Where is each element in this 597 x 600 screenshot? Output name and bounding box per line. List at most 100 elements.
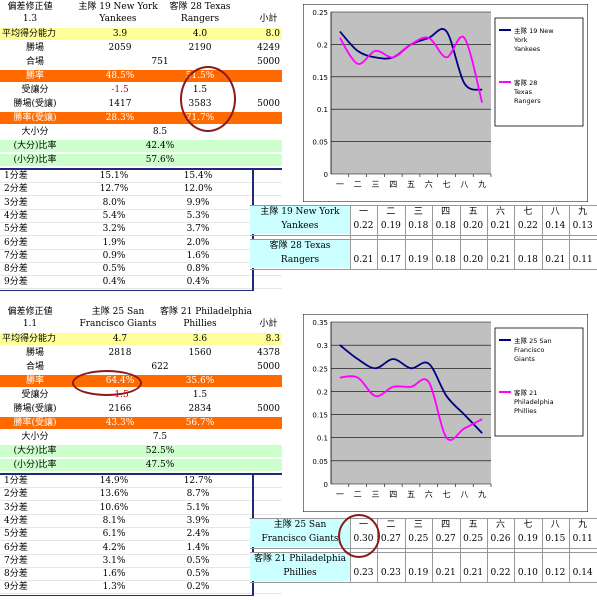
x-tick-label: 七 [443, 180, 451, 189]
diff-label: 8分差 [4, 569, 28, 580]
winrate-hc-home: 28.3% [105, 113, 135, 123]
wins-total: 4249 [257, 43, 280, 53]
home-inning-value: 0.19 [517, 534, 538, 544]
inning-header: 三 [413, 207, 423, 217]
grid-line [541, 518, 543, 582]
diff-row: 6分差 4.2% 1.4% [0, 542, 282, 555]
x-tick-label: 八 [460, 490, 468, 499]
grid-line [250, 548, 597, 549]
wins-row: 勝場 2818 1560 4378 [0, 347, 282, 359]
diff-label: 2分差 [4, 184, 28, 195]
diff-row: 8分差 0.5% 0.8% [0, 263, 282, 277]
legend-label: 主隊 19 New York Yankees [513, 26, 554, 53]
diff-label: 1分差 [4, 476, 28, 486]
wins-hc-label: 勝場(受讓) [13, 99, 57, 109]
handicap-home: -1.5 [111, 390, 129, 400]
avg-total: 8.3 [265, 334, 280, 344]
diff-label: 6分差 [4, 237, 28, 248]
diff-away: 1.6% [186, 250, 210, 261]
y-tick-label: 0.25 [312, 9, 328, 17]
diff-border [0, 289, 254, 291]
avg-away: 3.6 [192, 334, 208, 344]
y-tick-label: 0.15 [312, 74, 328, 82]
over-row: (大分)比率 42.4% [0, 140, 282, 152]
over-label: (大分)比率 [13, 446, 57, 456]
diff-row: 7分差 0.9% 1.6% [0, 250, 282, 263]
diff-row: 1分差 15.1% 15.4% [0, 170, 282, 183]
matchup-panel-2: 偏差修正値 1.1 主隊 25 San Francisco Giants 客隊 … [0, 300, 597, 600]
x-tick-label: 一 [336, 180, 344, 189]
winrate-hc-home: 43.3% [105, 418, 135, 428]
diff-row: 4分差 5.4% 5.3% [0, 210, 282, 223]
inning-header: 四 [441, 520, 451, 530]
diff-home: 6.1% [102, 529, 126, 540]
home-inning-value: 0.18 [435, 221, 456, 231]
diff-away: 5.3% [186, 210, 210, 221]
inning-header: 八 [550, 520, 560, 530]
divider [0, 473, 282, 475]
away-inning-value: 0.21 [435, 568, 456, 578]
wins-row: 勝場 2059 2190 4249 [0, 42, 282, 54]
away-inning-value: 0.18 [517, 255, 538, 265]
home-inning-value: 0.19 [380, 221, 401, 231]
under-label: (小分)比率 [13, 155, 57, 165]
diff-home: 10.6% [99, 502, 129, 513]
away-inning-value: 0.23 [353, 568, 374, 578]
home-team-label-2: Yankees [250, 219, 350, 234]
y-tick-label: 0.05 [312, 458, 328, 466]
grid-line [487, 205, 488, 269]
ties-mid: 622 [151, 362, 169, 372]
diff-home: 8.1% [102, 515, 126, 526]
home-team-label: 主隊 25 San [250, 518, 350, 533]
over-row: (大分)比率 52.5% [0, 445, 282, 457]
away-inning-value: 0.19 [408, 255, 429, 265]
handicap-row: 受讓分 -1.5 1.5 [0, 84, 282, 96]
ou-value: 7.5 [152, 432, 168, 442]
inning-header: 九 [578, 207, 588, 217]
x-tick-label: 四 [389, 180, 397, 189]
x-tick-label: 三 [371, 180, 379, 189]
winrate-row: 勝率 48.5% 51.5% [0, 70, 282, 82]
diff-label: 5分差 [4, 224, 28, 235]
home-inning-value: 0.27 [435, 534, 456, 544]
table-header: 偏差修正値 1.3 主隊 19 New York Yankees 客隊 28 T… [0, 0, 282, 26]
diff-away: 8.7% [186, 489, 210, 500]
inning-header: 四 [441, 207, 451, 217]
handicap-home: -1.5 [111, 85, 129, 95]
x-tick-label: 二 [354, 180, 362, 189]
wins-away: 1560 [188, 348, 212, 358]
table-header: 偏差修正値 1.1 主隊 25 San Francisco Giants 客隊 … [0, 305, 282, 331]
y-tick-label: 0.05 [312, 139, 328, 147]
wins-hc-label: 勝場(受讓) [13, 404, 57, 414]
away-inning-value: 0.21 [463, 568, 484, 578]
home-team-label: 主隊 19 New York [250, 205, 350, 220]
inning-stats-1: 一二三四五六七八九主隊 19 New York Yankees 0.22 0.19 0.… [250, 205, 597, 273]
diff-home: 1.3% [102, 582, 126, 593]
diff-label: 3分差 [4, 197, 28, 208]
away-team: 客隊 28 Texas [169, 2, 231, 12]
inning-header: 七 [523, 520, 533, 530]
diff-away: 0.4% [186, 277, 210, 288]
x-tick-label: 二 [354, 490, 362, 499]
diff-label: 7分差 [4, 555, 28, 566]
diff-label: 9分差 [4, 582, 28, 593]
diff-table: 1分差 15.1% 15.4% 2分差 12.7% 12.0% 3分差 8.0% 9.9% 4分差… [0, 170, 282, 292]
diff-row: 3分差 10.6% 5.1% [0, 502, 282, 515]
away-inning-value: 0.20 [463, 255, 484, 265]
away-inning-value: 0.22 [490, 568, 511, 578]
ties-row: 合場 751 5000 [0, 56, 282, 68]
y-tick-label: 0.2 [317, 41, 328, 49]
ties-label: 合場 [25, 57, 44, 67]
avg-home: 4.7 [112, 334, 128, 344]
diff-home: 5.4% [102, 210, 126, 221]
total-label: 小計 [259, 319, 278, 329]
over-label: (大分)比率 [13, 141, 57, 151]
x-tick-label: 七 [443, 490, 451, 499]
diff-label: 1分差 [4, 171, 28, 181]
winrate-hc-row: 勝率(受讓) 43.3% 56.7% [0, 417, 282, 429]
chart-svg: 0 0.05 0.1 0.15 0.2 0.25 一 二三 四 五 六 七八 九 主隊 19 New Yor… [302, 3, 589, 203]
winrate-label: 勝率 [25, 71, 44, 81]
diff-label: 5分差 [4, 529, 28, 540]
away-inning-value: 0.21 [353, 255, 374, 265]
diff-home: 4.2% [102, 542, 126, 553]
